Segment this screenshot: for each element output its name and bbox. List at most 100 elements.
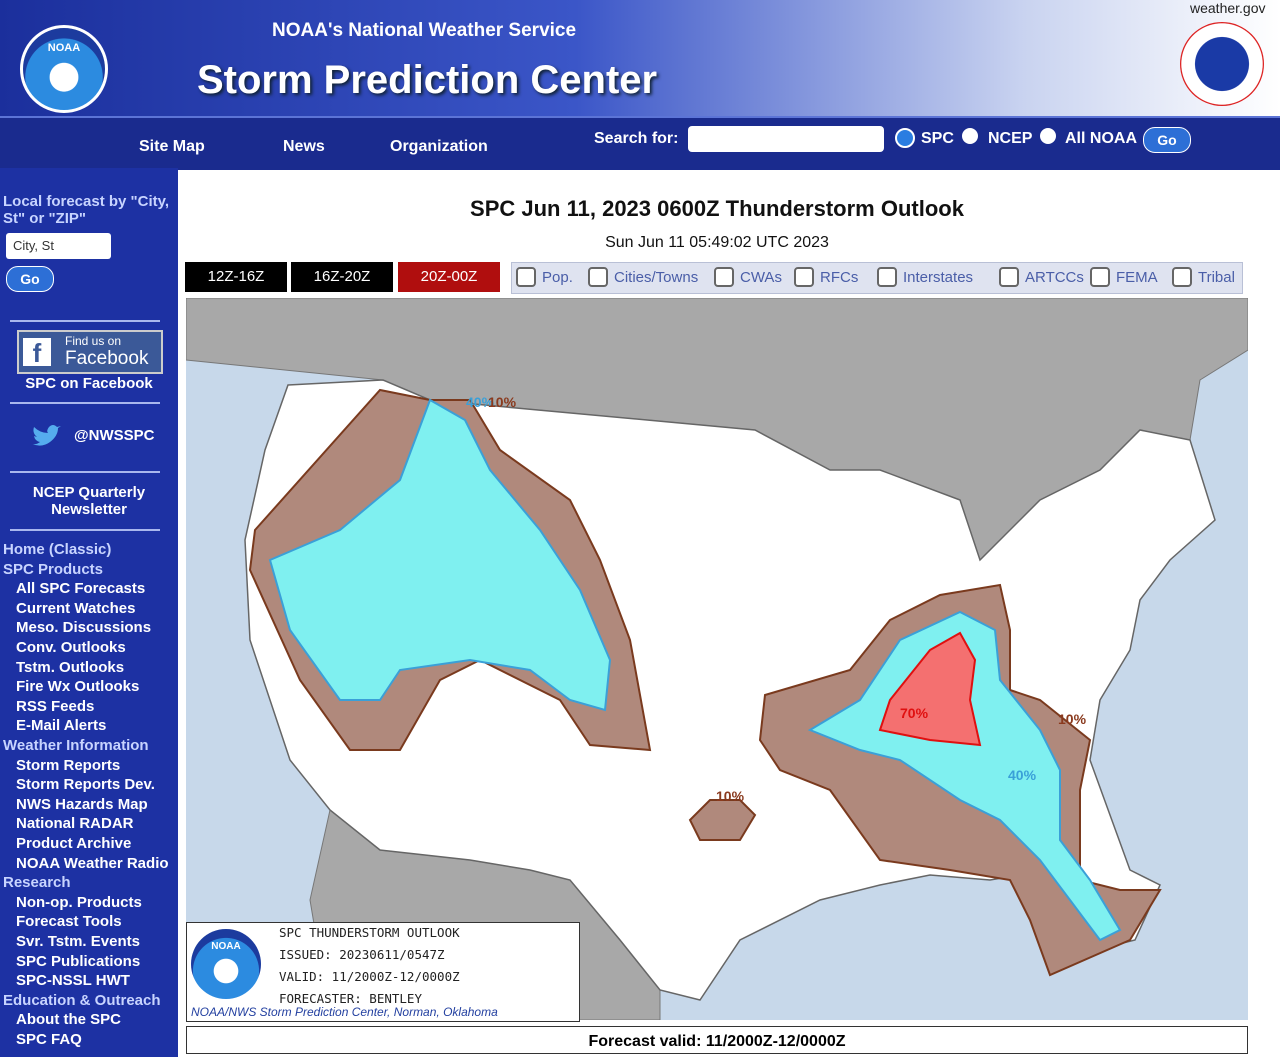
map-label: 10% <box>488 394 517 410</box>
overlay-label: Tribal <box>1198 268 1235 286</box>
map-labels: 40%10%70% 10%40%10% <box>466 394 1087 804</box>
radio-label[interactable]: NCEP <box>988 130 1033 147</box>
menu-item[interactable]: All SPC Forecasts <box>16 580 146 598</box>
nws-logo <box>1180 22 1264 106</box>
period-tab[interactable]: 16Z-20Z <box>291 262 393 292</box>
map-label: 10% <box>1058 711 1087 727</box>
menu-item[interactable]: Storm Reports Dev. <box>16 776 155 794</box>
menu-item[interactable]: SPC FAQ <box>16 1031 82 1048</box>
legend-line: VALID: 11/2000Z-12/0000Z <box>279 969 460 984</box>
menu-heading[interactable]: Weather Information <box>3 737 149 754</box>
radio-label[interactable]: SPC <box>921 130 954 147</box>
checkbox[interactable] <box>794 267 814 287</box>
menu-heading[interactable]: Research <box>3 874 71 892</box>
twitter-icon <box>32 425 61 446</box>
twitter-link[interactable]: @NWSSPC <box>74 427 155 444</box>
checkbox[interactable] <box>999 267 1019 287</box>
menu-item[interactable]: NWS Hazards Map <box>16 795 148 813</box>
forecast-valid: Forecast valid: 11/2000Z-12/0000Z <box>186 1026 1248 1054</box>
facebook-badge[interactable]: f Find us on Facebook <box>17 330 163 374</box>
overlay-toggle[interactable]: CWAs <box>714 267 782 287</box>
facebook-badge-text: Facebook <box>65 348 149 369</box>
checkbox[interactable] <box>714 267 734 287</box>
header: NOAA NOAA's National Weather Service Sto… <box>0 0 1280 116</box>
local-forecast-label: Local forecast by "City, St" or "ZIP" <box>3 193 170 227</box>
facebook-link[interactable]: SPC on Facebook <box>25 375 153 392</box>
overlay-toggle[interactable]: Tribal <box>1172 267 1235 287</box>
menu-item[interactable]: Forecast Tools <box>16 913 122 931</box>
logo-text: NOAA <box>47 42 81 54</box>
menu-item[interactable]: Fire Wx Outlooks <box>16 678 140 696</box>
checkbox[interactable] <box>877 267 897 287</box>
radio[interactable] <box>962 128 978 144</box>
overlay-toggle[interactable]: Pop. <box>516 267 573 287</box>
search-input[interactable] <box>688 126 884 152</box>
menu-item[interactable]: NOAA Weather Radio <box>16 854 169 872</box>
checkbox[interactable] <box>1172 267 1192 287</box>
nav-link[interactable]: News <box>283 138 325 155</box>
menu-item[interactable]: Tstm. Outlooks <box>16 658 125 676</box>
overlay-label: Pop. <box>542 268 573 286</box>
legend-credit: NOAA/NWS Storm Prediction Center, Norman… <box>191 1005 498 1019</box>
outlook-40 <box>268 398 612 712</box>
menu-heading[interactable]: Home (Classic) <box>3 541 112 558</box>
menu-item[interactable]: SPC Publications <box>16 952 141 970</box>
agency: NOAA's National Weather Service <box>272 20 577 41</box>
legend-logo-text: NOAA <box>211 941 241 952</box>
separator <box>10 320 160 322</box>
map-legend: NOAA SPC THUNDERSTORM OUTLOOK ISSUED: 20… <box>186 922 580 1022</box>
search-label: Search for: <box>594 130 679 147</box>
map-label: 40% <box>466 394 495 410</box>
checkbox[interactable] <box>588 267 608 287</box>
timestamp: Sun Jun 11 05:49:02 UTC 2023 <box>605 234 829 251</box>
map-label: 70% <box>900 705 929 721</box>
outlook-title: SPC Jun 11, 2023 0600Z Thunderstorm Outl… <box>470 196 964 221</box>
menu-item[interactable]: Product Archive <box>16 835 132 852</box>
overlay-toggle[interactable]: RFCs <box>794 267 858 287</box>
checkbox[interactable] <box>1090 267 1110 287</box>
overlay-label: CWAs <box>740 268 782 286</box>
map-label: 40% <box>1008 767 1037 783</box>
newsletter-link[interactable]: NCEP Quarterly Newsletter <box>32 484 146 518</box>
menu-item[interactable]: E-Mail Alerts <box>16 717 107 735</box>
site-title: Storm Prediction Center <box>197 58 658 102</box>
map-label: 10% <box>716 788 745 804</box>
menu-item[interactable]: National RADAR <box>16 815 134 833</box>
menu-heading[interactable]: SPC Products <box>3 560 104 578</box>
period-tab[interactable]: 12Z-16Z <box>185 262 287 292</box>
menu-item[interactable]: Meso. Discussions <box>16 619 152 637</box>
overlay-toggle[interactable]: Interstates <box>877 267 973 287</box>
overlay-label: ARTCCs <box>1025 268 1084 286</box>
menu-item[interactable]: Current Watches <box>16 599 136 617</box>
menu-item[interactable]: Conv. Outlooks <box>16 639 126 656</box>
outlook-10 <box>688 799 757 841</box>
menu-item[interactable]: Svr. Tstm. Events <box>16 933 140 950</box>
checkbox[interactable] <box>516 267 536 287</box>
weather-gov-link[interactable]: weather.gov <box>1190 0 1266 16</box>
nav-link[interactable]: Site Map <box>139 138 205 155</box>
search-button[interactable]: Go <box>1143 127 1191 153</box>
local-input[interactable]: City, St <box>6 233 111 259</box>
radio[interactable] <box>1040 128 1056 144</box>
radio-selected[interactable] <box>895 128 915 148</box>
menu-item[interactable]: About the SPC <box>16 1011 121 1029</box>
overlay-toggle[interactable]: Cities/Towns <box>588 267 698 287</box>
legend-logo: NOAA <box>191 929 261 999</box>
radio-label[interactable]: All NOAA <box>1065 130 1137 147</box>
nav-link[interactable]: Organization <box>390 138 488 155</box>
outlook-map: 40%10%70% 10%40%10% <box>186 298 1248 1020</box>
overlay-label: RFCs <box>820 268 859 286</box>
menu-item[interactable]: SPC-NSSL HWT <box>16 972 130 990</box>
separator <box>10 402 160 404</box>
menu-heading[interactable]: Education & Outreach <box>3 991 161 1009</box>
outlook-70 <box>878 631 982 747</box>
sidebar: Local forecast by "City, St" or "ZIP" Ci… <box>0 168 178 1057</box>
overlay-toggle[interactable]: ARTCCs <box>999 267 1084 287</box>
nav-bar: Site Map News Organization Search for: S… <box>0 116 1280 170</box>
menu-item[interactable]: Storm Reports <box>16 756 121 774</box>
menu-item[interactable]: RSS Feeds <box>16 697 95 715</box>
overlay-toggle[interactable]: FEMA <box>1090 267 1158 287</box>
menu-item[interactable]: Non-op. Products <box>16 893 142 911</box>
period-tab-active[interactable]: 20Z-00Z <box>398 262 500 292</box>
local-go-button[interactable]: Go <box>6 266 54 292</box>
